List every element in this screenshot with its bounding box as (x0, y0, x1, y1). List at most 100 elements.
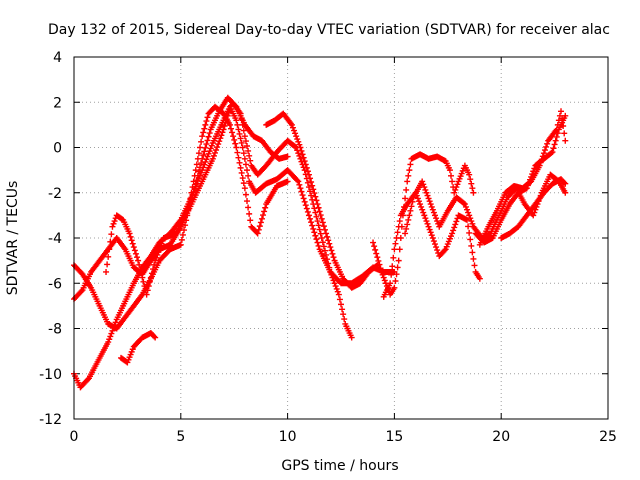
data-point (108, 330, 115, 337)
data-point (240, 180, 247, 187)
data-point (559, 115, 566, 122)
data-point (329, 250, 336, 257)
data-point (441, 247, 448, 254)
data-point (428, 232, 435, 239)
data-point (262, 204, 269, 211)
data-point (146, 278, 153, 285)
series-track-1 (71, 103, 398, 391)
data-point (336, 296, 343, 303)
data-point (244, 142, 251, 149)
data-point (119, 216, 126, 223)
y-axis-label: SDTVAR / TECUs (5, 181, 21, 296)
data-point (241, 133, 248, 140)
data-point (84, 376, 91, 383)
data-point (406, 212, 413, 219)
data-point (203, 118, 210, 125)
data-point (449, 178, 456, 185)
data-point (376, 261, 383, 268)
data-point (315, 242, 322, 249)
x-tick-label: 10 (279, 429, 297, 445)
data-point (405, 172, 412, 179)
y-tick-label: -10 (39, 367, 62, 383)
x-tick-label: 15 (385, 429, 403, 445)
data-point (302, 202, 309, 209)
data-point (387, 280, 394, 287)
data-point (258, 215, 265, 222)
data-point (291, 127, 298, 134)
data-point (550, 145, 557, 152)
data-point (154, 251, 161, 258)
data-point (370, 239, 377, 246)
data-point (289, 124, 296, 131)
data-point (293, 133, 300, 140)
data-point (431, 241, 438, 248)
data-point (394, 264, 401, 271)
data-point (323, 230, 330, 237)
data-point (233, 144, 240, 151)
data-point (425, 223, 432, 230)
data-point (210, 152, 217, 159)
data-point (538, 156, 545, 163)
data-point (245, 172, 252, 179)
data-point (112, 319, 119, 326)
data-point (254, 230, 261, 237)
data-point (452, 221, 459, 228)
data-point (182, 212, 189, 219)
data-point (409, 198, 416, 205)
data-point (158, 240, 165, 247)
data-point (317, 212, 324, 219)
x-tick-label: 20 (492, 429, 510, 445)
data-point (326, 264, 333, 271)
data-point (313, 197, 320, 204)
data-point (544, 140, 551, 147)
data-point (232, 102, 239, 109)
data-point (372, 246, 379, 253)
data-point (537, 159, 544, 166)
data-point (238, 169, 245, 176)
data-point (426, 198, 433, 205)
data-point (182, 222, 189, 229)
data-point (201, 125, 208, 132)
data-point (300, 195, 307, 202)
data-point (310, 186, 317, 193)
data-point (469, 185, 476, 192)
data-point (375, 257, 382, 264)
data-point (220, 126, 227, 133)
y-tick-label: -8 (48, 322, 62, 338)
data-point (403, 186, 410, 193)
data-point (217, 135, 224, 142)
data-point (304, 168, 311, 175)
y-tick-label: 2 (53, 95, 62, 111)
data-point (549, 149, 556, 156)
data-point (235, 154, 242, 161)
data-point (319, 219, 326, 226)
data-point (466, 171, 473, 178)
data-point (446, 167, 453, 174)
data-point (205, 133, 212, 140)
data-point (296, 152, 303, 159)
data-point (429, 206, 436, 213)
data-point (465, 223, 472, 230)
data-point (153, 254, 160, 261)
data-point (311, 190, 318, 197)
data-point (111, 218, 118, 225)
data-point (407, 207, 414, 214)
data-point (332, 283, 339, 290)
data-point (229, 129, 236, 136)
data-point (329, 274, 336, 281)
data-point (415, 198, 422, 205)
data-point (305, 171, 312, 178)
data-point (105, 253, 112, 260)
data-point (137, 266, 144, 273)
data-point (138, 270, 145, 277)
series-track-7 (370, 151, 477, 298)
data-point (151, 261, 158, 268)
data-point (179, 231, 186, 238)
data-point (314, 239, 321, 246)
data-point (178, 236, 185, 243)
data-point (242, 161, 249, 168)
data-points (71, 94, 569, 391)
data-point (157, 243, 164, 250)
data-point (308, 192, 315, 199)
data-point (201, 148, 208, 155)
